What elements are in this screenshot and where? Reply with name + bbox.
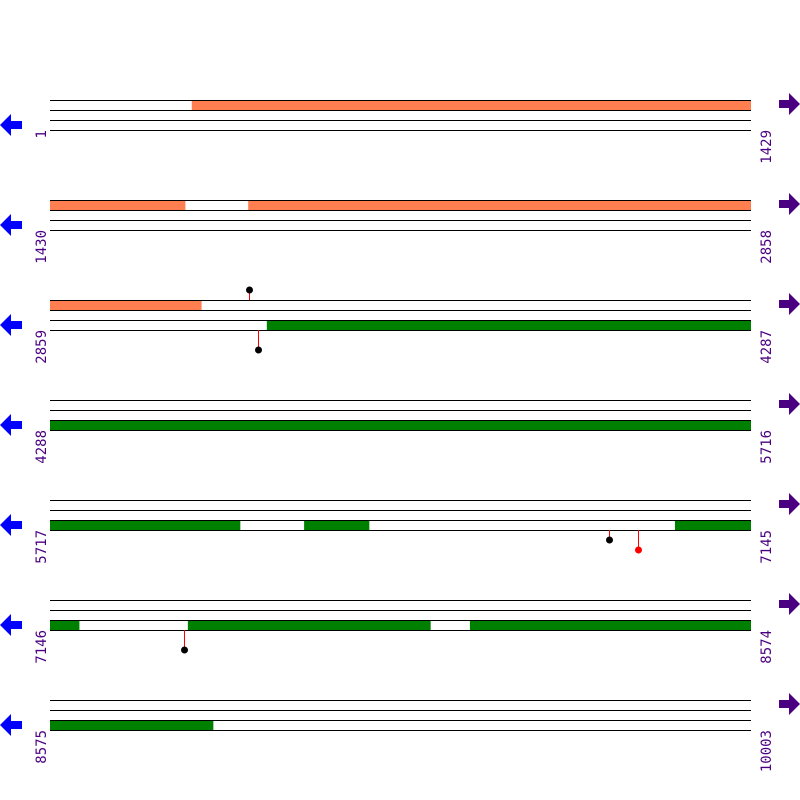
marker-dot[interactable] xyxy=(606,536,613,544)
feature-segment xyxy=(50,300,202,310)
feature-segment xyxy=(50,520,241,530)
feature-segment xyxy=(674,520,751,530)
feature-segment xyxy=(50,620,80,630)
feature-segment xyxy=(50,420,751,430)
arrow-right-icon[interactable] xyxy=(779,93,800,115)
arrow-right-icon[interactable] xyxy=(779,593,800,615)
arrow-right-icon[interactable] xyxy=(779,693,800,715)
feature-segment xyxy=(191,100,751,110)
arrow-left-icon[interactable] xyxy=(0,714,22,736)
feature-segment xyxy=(304,520,370,530)
feature-segment xyxy=(469,620,751,630)
start-position-label: 5717 xyxy=(34,530,50,564)
end-position-label: 2858 xyxy=(759,230,775,264)
feature-segment xyxy=(50,720,214,730)
feature-segment xyxy=(50,200,186,210)
sequence-row: 4288 5716 xyxy=(0,393,800,464)
start-position-label: 2859 xyxy=(34,330,50,364)
start-position-label: 1 xyxy=(34,130,50,138)
arrow-right-icon[interactable] xyxy=(779,193,800,215)
arrow-right-icon[interactable] xyxy=(779,493,800,515)
sequence-row: 1 1429 xyxy=(0,93,800,164)
arrow-left-icon[interactable] xyxy=(0,214,22,236)
arrow-left-icon[interactable] xyxy=(0,514,22,536)
arrow-right-icon[interactable] xyxy=(779,293,800,315)
marker-dot[interactable] xyxy=(255,346,262,354)
marker-dot[interactable] xyxy=(246,286,253,294)
end-position-label: 10003 xyxy=(759,730,775,772)
sequence-row: 8575 10003 xyxy=(0,693,800,772)
end-position-label: 7145 xyxy=(759,530,775,564)
arrow-left-icon[interactable] xyxy=(0,414,22,436)
end-position-label: 1429 xyxy=(759,130,775,164)
feature-segment xyxy=(266,320,751,330)
sequence-row: 7146 8574 xyxy=(0,593,800,664)
arrow-left-icon[interactable] xyxy=(0,314,22,336)
arrow-right-icon[interactable] xyxy=(779,393,800,415)
sequence-row: 5717 7145 xyxy=(0,493,800,564)
start-position-label: 7146 xyxy=(34,630,50,664)
sequence-row: 1430 2858 xyxy=(0,193,800,264)
feature-segment xyxy=(187,620,431,630)
start-position-label: 1430 xyxy=(34,230,50,264)
end-position-label: 5716 xyxy=(759,430,775,464)
sequence-row: 2859 4287 xyxy=(0,286,800,364)
marker-dot[interactable] xyxy=(181,646,188,654)
end-position-label: 4287 xyxy=(759,330,775,364)
feature-segment xyxy=(248,200,751,210)
start-position-label: 8575 xyxy=(34,730,50,764)
arrow-left-icon[interactable] xyxy=(0,614,22,636)
start-position-label: 4288 xyxy=(34,430,50,464)
end-position-label: 8574 xyxy=(759,630,775,664)
arrow-left-icon[interactable] xyxy=(0,114,22,136)
marker-dot[interactable] xyxy=(635,546,642,554)
